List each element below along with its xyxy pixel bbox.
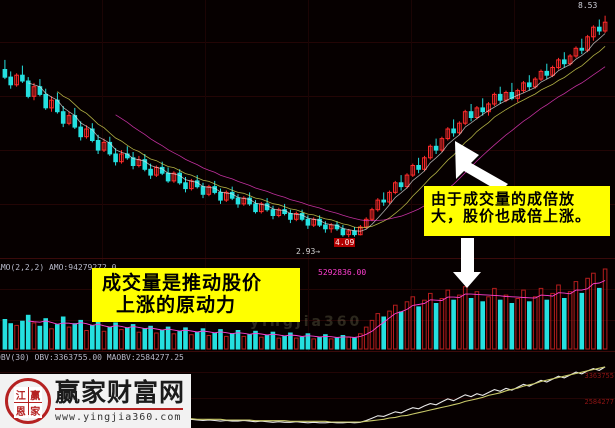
gridline <box>411 0 412 258</box>
gridline <box>0 150 615 151</box>
price-label-high: 8.53 <box>578 1 598 10</box>
seal-logo-icon: 江 赢 恩 家 <box>5 378 51 424</box>
gridline <box>0 96 615 97</box>
gridline <box>0 289 615 290</box>
note-left-line-1: 成交量是推动股价 <box>102 272 263 294</box>
volume-bar-series <box>2 268 608 350</box>
annotation-note-right: 由于成交量的成倍放 大，股价也成倍上涨。 <box>424 186 610 236</box>
obv-axis-value-top: 3363755 <box>584 372 614 380</box>
volume-value-label: 5292836.00 <box>318 268 367 277</box>
gridline <box>0 42 615 43</box>
gridline <box>0 398 615 399</box>
seal-char-2: 赢 <box>28 387 42 402</box>
seal-char-4: 家 <box>28 403 42 418</box>
gridline <box>308 259 309 351</box>
note-right-line-2: 大，股价也成倍上涨。 <box>431 207 592 226</box>
gridline <box>411 259 412 351</box>
note-right-line-1: 由于成交量的成倍放 <box>431 190 576 208</box>
gridline <box>102 0 103 258</box>
brand-text-block: 赢家财富网 www.yingjia360.com <box>55 377 186 423</box>
obv-axis-value-bottom: 2584277 <box>584 398 614 406</box>
seal-char-3: 恩 <box>14 403 28 418</box>
price-candlestick-panel[interactable] <box>0 0 615 258</box>
seal-char-1: 江 <box>14 387 28 402</box>
gridline <box>514 0 515 258</box>
gridline <box>205 0 206 258</box>
brand-divider <box>55 407 183 410</box>
gridline <box>514 259 515 351</box>
annotation-note-left: 成交量是推动股价 上涨的原动力 <box>92 268 300 322</box>
gridline <box>0 320 615 321</box>
obv-indicator-label: OBV(30) OBV:3363755.00 MAOBV:2584277.25 <box>0 353 184 362</box>
brand-url[interactable]: www.yingjia360.com <box>55 411 182 423</box>
gridline <box>308 0 309 258</box>
panel-divider <box>0 258 615 259</box>
gridline <box>0 372 615 373</box>
amo-indicator-label: AMO(2,2,2) AMO:94279272.0 <box>0 263 117 272</box>
panel-divider <box>0 351 615 352</box>
note-left-line-2: 上涨的原动力 <box>116 294 237 317</box>
price-label-low: 2.93→ <box>296 247 321 256</box>
candlestick-series <box>2 15 608 238</box>
price-marker-badge: 4.09 <box>334 238 356 247</box>
brand-logo-bar[interactable]: 江 赢 恩 家 赢家财富网 www.yingjia360.com <box>0 374 191 428</box>
brand-name: 赢家财富网 <box>55 377 186 407</box>
